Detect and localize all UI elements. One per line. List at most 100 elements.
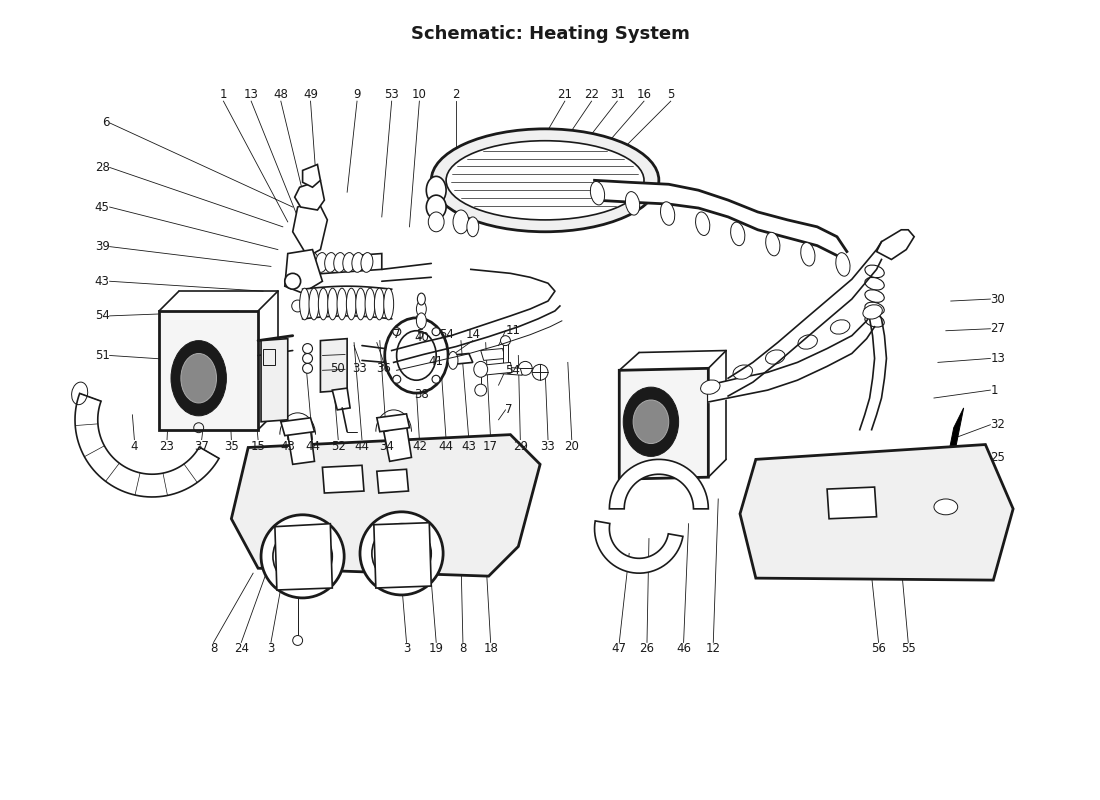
Ellipse shape — [309, 288, 319, 320]
Text: 52: 52 — [331, 439, 345, 453]
Text: 28: 28 — [95, 161, 110, 174]
Ellipse shape — [447, 141, 644, 220]
Polygon shape — [740, 445, 1013, 580]
Polygon shape — [827, 487, 877, 518]
Ellipse shape — [448, 351, 458, 370]
Text: 29: 29 — [513, 439, 528, 453]
Text: 16: 16 — [637, 88, 651, 101]
Ellipse shape — [170, 341, 227, 416]
Text: 39: 39 — [95, 240, 110, 253]
Text: 55: 55 — [901, 642, 915, 655]
Polygon shape — [295, 180, 324, 210]
Ellipse shape — [285, 274, 300, 289]
Polygon shape — [231, 434, 540, 576]
Ellipse shape — [180, 354, 217, 403]
Ellipse shape — [302, 343, 312, 354]
Ellipse shape — [299, 288, 309, 320]
Ellipse shape — [934, 499, 958, 514]
Ellipse shape — [466, 217, 478, 237]
Text: 23: 23 — [160, 439, 175, 453]
Ellipse shape — [261, 514, 344, 598]
Ellipse shape — [385, 318, 448, 393]
Text: 22: 22 — [584, 88, 600, 101]
Ellipse shape — [397, 549, 407, 558]
Text: 12: 12 — [706, 642, 721, 655]
Ellipse shape — [862, 305, 882, 319]
Text: 13: 13 — [990, 352, 1005, 365]
Text: 18: 18 — [483, 642, 498, 655]
Text: 3: 3 — [403, 642, 410, 655]
Ellipse shape — [730, 222, 745, 246]
Text: 14: 14 — [465, 328, 481, 341]
Text: 49: 49 — [302, 88, 318, 101]
Ellipse shape — [384, 288, 394, 320]
Text: 6: 6 — [102, 117, 110, 130]
Ellipse shape — [660, 202, 674, 226]
Text: 44: 44 — [354, 439, 370, 453]
Polygon shape — [280, 418, 315, 436]
Polygon shape — [293, 200, 328, 257]
Text: 30: 30 — [990, 293, 1005, 306]
Text: 13: 13 — [244, 88, 258, 101]
Text: 7: 7 — [506, 403, 513, 416]
Ellipse shape — [417, 301, 427, 317]
Ellipse shape — [343, 253, 355, 272]
Ellipse shape — [316, 253, 328, 272]
Ellipse shape — [836, 253, 850, 276]
Polygon shape — [594, 521, 683, 573]
Ellipse shape — [337, 288, 346, 320]
Text: 40: 40 — [414, 330, 429, 344]
Ellipse shape — [474, 362, 487, 378]
Polygon shape — [320, 338, 348, 392]
Text: 44: 44 — [305, 439, 320, 453]
Ellipse shape — [701, 380, 721, 394]
Polygon shape — [619, 368, 708, 479]
Text: 35: 35 — [224, 439, 239, 453]
Polygon shape — [285, 250, 322, 293]
Text: 53: 53 — [384, 88, 399, 101]
Polygon shape — [377, 470, 408, 493]
Text: 11: 11 — [506, 324, 520, 338]
Ellipse shape — [307, 253, 319, 272]
Ellipse shape — [865, 290, 884, 302]
Polygon shape — [160, 311, 258, 430]
Polygon shape — [332, 388, 350, 410]
Polygon shape — [609, 459, 708, 509]
Ellipse shape — [360, 512, 443, 595]
Ellipse shape — [801, 242, 815, 266]
Ellipse shape — [428, 212, 444, 232]
Text: 1: 1 — [990, 384, 998, 397]
Text: 27: 27 — [990, 322, 1005, 335]
Text: 17: 17 — [483, 439, 498, 453]
Polygon shape — [288, 430, 315, 464]
Text: 54: 54 — [439, 328, 453, 341]
Text: 32: 32 — [990, 418, 1005, 431]
Ellipse shape — [365, 288, 375, 320]
Text: 51: 51 — [95, 349, 110, 362]
Text: 44: 44 — [439, 439, 453, 453]
Text: 41: 41 — [429, 355, 443, 369]
Text: 38: 38 — [414, 388, 429, 401]
Text: 5: 5 — [416, 328, 424, 341]
Text: 9: 9 — [353, 88, 361, 101]
Polygon shape — [374, 522, 431, 588]
Text: 43: 43 — [461, 439, 476, 453]
Text: 8: 8 — [459, 642, 466, 655]
Text: 36: 36 — [376, 362, 392, 375]
Ellipse shape — [865, 265, 884, 278]
Text: 21: 21 — [558, 88, 572, 101]
Text: 33: 33 — [353, 362, 367, 375]
Text: 50: 50 — [330, 362, 344, 375]
Text: 26: 26 — [639, 642, 654, 655]
Text: 42: 42 — [411, 439, 427, 453]
Text: 46: 46 — [676, 642, 691, 655]
Ellipse shape — [432, 328, 440, 336]
Ellipse shape — [431, 129, 659, 232]
Ellipse shape — [302, 363, 312, 374]
Ellipse shape — [374, 288, 384, 320]
Polygon shape — [275, 524, 332, 590]
Ellipse shape — [766, 350, 785, 364]
Ellipse shape — [393, 328, 400, 336]
Polygon shape — [75, 394, 219, 497]
Ellipse shape — [417, 313, 427, 329]
